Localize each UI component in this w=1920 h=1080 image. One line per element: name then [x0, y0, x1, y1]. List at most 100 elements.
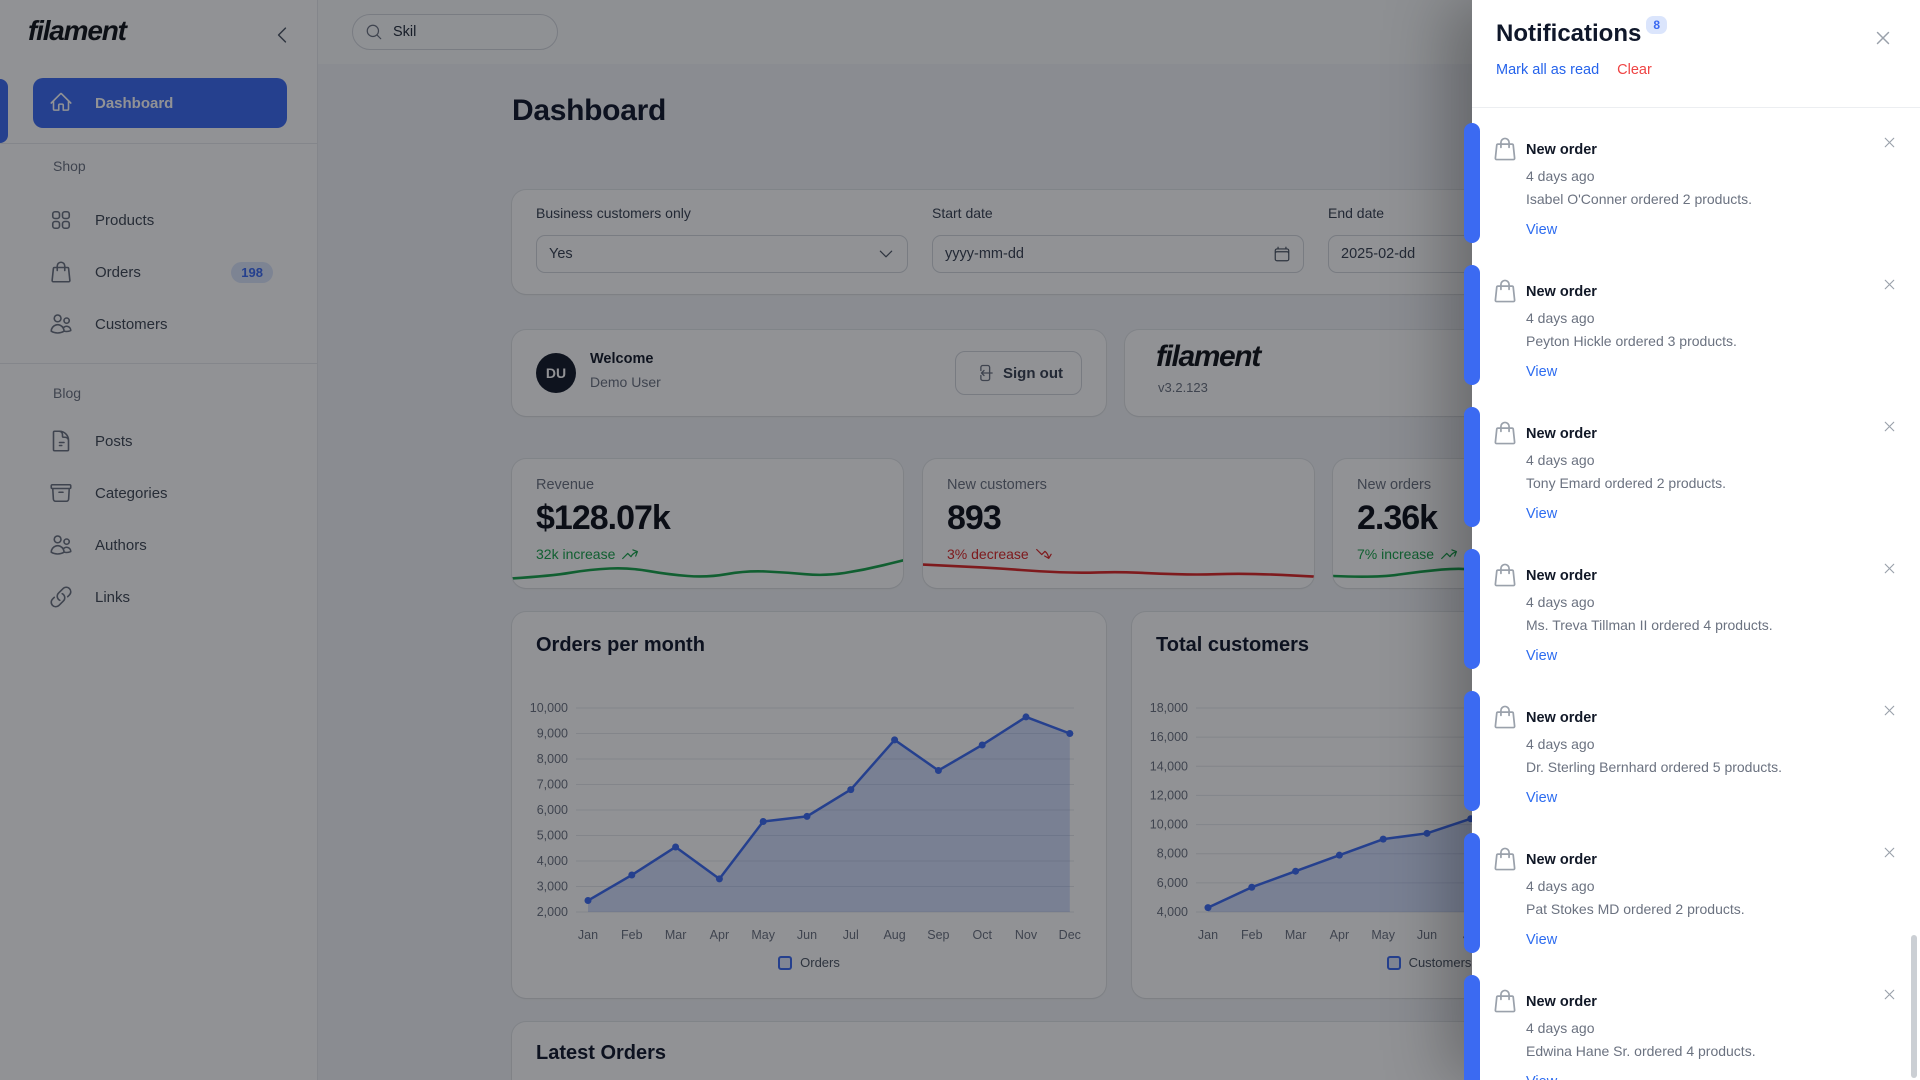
notification-time: 4 days ago [1526, 878, 1595, 894]
sidebar-item-products[interactable]: Products [33, 198, 287, 242]
notification-time: 4 days ago [1526, 452, 1595, 468]
svg-text:Mar: Mar [1285, 928, 1307, 942]
svg-text:May: May [1371, 928, 1395, 942]
svg-text:Nov: Nov [1015, 928, 1038, 942]
svg-text:4,000: 4,000 [537, 854, 568, 868]
sidebar-item-customers[interactable]: Customers [33, 302, 287, 346]
sidebar: filament Dashboard Shop Products Orders 198… [0, 0, 318, 1080]
sidebar-collapse-button[interactable] [268, 22, 296, 50]
dismiss-notification-button[interactable] [1880, 134, 1898, 152]
svg-text:10,000: 10,000 [1150, 818, 1188, 832]
view-link[interactable]: View [1526, 932, 1558, 948]
trend-up-icon [1441, 549, 1458, 560]
shopping-bag-icon [1494, 421, 1516, 445]
welcome-widget: DU Welcome Demo User Sign out [512, 330, 1106, 416]
filament-version: v3.2.123 [1158, 380, 1208, 395]
legend-swatch [778, 955, 793, 970]
field-label: Start date [932, 205, 993, 221]
sidebar-item-label: Categories [95, 484, 168, 502]
shopping-bag-icon [1494, 989, 1516, 1013]
view-link[interactable]: View [1526, 506, 1558, 522]
notification-time: 4 days ago [1526, 1020, 1595, 1036]
sidebar-item-orders[interactable]: Orders 198 [33, 250, 287, 294]
notification-time: 4 days ago [1526, 594, 1595, 610]
orders-chart-widget: 10,000 9,000 8,000 7,000 6,000 5,000 4,000 3,00… [512, 612, 1106, 998]
notification-body: Isabel O'Conner ordered 2 products. [1526, 191, 1753, 207]
notification-item: New order 4 days ago Peyton Hickle ordered… [1464, 264, 1920, 406]
sidebar-item-links[interactable]: Links [33, 575, 287, 619]
sidebar-item-label: Authors [95, 536, 147, 554]
view-link[interactable]: View [1526, 1074, 1557, 1080]
stat-delta: 3% decrease [947, 545, 1053, 563]
close-icon [1876, 31, 1890, 44]
notification-item: New order 4 days ago Dr. Sterling Bernhard… [1464, 690, 1920, 832]
search-input[interactable]: Skil [352, 14, 558, 50]
search-icon [366, 24, 382, 40]
date-input[interactable]: yyyy-mm-dd [932, 235, 1304, 273]
view-link[interactable]: View [1526, 790, 1558, 806]
dismiss-notification-button[interactable] [1880, 560, 1898, 578]
scrollbar-thumb[interactable] [1911, 935, 1917, 1078]
svg-text:Apr: Apr [1330, 928, 1349, 942]
clear-link[interactable]: Clear [1617, 62, 1652, 78]
stat-value: 893 [947, 499, 1002, 537]
dismiss-notification-button[interactable] [1880, 986, 1898, 1004]
stat-delta-text: 7% increase [1357, 546, 1435, 562]
stat-delta: 7% increase [1357, 545, 1458, 563]
svg-text:Jun: Jun [1417, 928, 1437, 942]
sidebar-item-authors[interactable]: Authors [33, 523, 287, 567]
notifications-title: Notifications [1496, 20, 1642, 47]
sidebar-item-dashboard[interactable]: Dashboard [33, 78, 287, 128]
view-link[interactable]: View [1526, 648, 1558, 664]
notification-body: Pat Stokes MD ordered 2 products. [1526, 901, 1745, 917]
sidebar-group-label: Blog [53, 385, 82, 401]
legend-customers[interactable]: Customers [1132, 955, 1726, 970]
dismiss-notification-button[interactable] [1880, 418, 1898, 436]
svg-text:Feb: Feb [621, 928, 643, 942]
sparkline [923, 563, 1314, 578]
dismiss-notification-button[interactable] [1880, 702, 1898, 720]
legend-label: Customers [1408, 955, 1472, 970]
mark-all-read-link[interactable]: Mark all as read [1496, 62, 1600, 78]
notification-time: 4 days ago [1526, 736, 1595, 752]
customers-chart: 18,000 16,000 14,000 12,000 10,000 8,000 6,000… [1132, 612, 1726, 998]
svg-text:6,000: 6,000 [537, 803, 568, 817]
sidebar-item-label: Posts [95, 432, 133, 450]
sidebar-item-label: Links [95, 588, 131, 606]
svg-text:Apr: Apr [710, 928, 729, 942]
sign-out-button[interactable]: Sign out [955, 351, 1082, 395]
unread-indicator [1464, 549, 1480, 669]
welcome-username: Demo User [590, 374, 661, 390]
sidebar-item-posts[interactable]: Posts [33, 419, 287, 463]
home-icon [50, 92, 72, 111]
notification-item: New order 4 days ago Tony Emard ordered 2 … [1464, 406, 1920, 548]
close-panel-button[interactable] [1870, 26, 1896, 52]
view-link[interactable]: View [1526, 364, 1558, 380]
users-icon [50, 314, 72, 334]
select-input[interactable]: Yes [536, 235, 908, 273]
sidebar-item-categories[interactable]: Categories [33, 471, 287, 515]
shopping-bag-icon [1494, 137, 1516, 161]
legend-orders[interactable]: Orders [512, 955, 1106, 970]
view-link[interactable]: View [1526, 222, 1558, 238]
sidebar-item-label: Products [95, 211, 155, 229]
shopping-bag-icon [1494, 705, 1516, 729]
calendar-icon [1274, 246, 1290, 262]
notifications-actions: Mark all as read Clear [1496, 62, 1652, 78]
notification-title: New order [1526, 142, 1597, 158]
notifications-header: Notifications 8 [1496, 16, 1668, 48]
dismiss-notification-button[interactable] [1880, 844, 1898, 862]
welcome-greeting: Welcome [590, 351, 654, 367]
svg-text:14,000: 14,000 [1150, 759, 1188, 773]
active-indicator [0, 79, 8, 143]
field-label: End date [1328, 205, 1385, 221]
dismiss-notification-button[interactable] [1880, 276, 1898, 294]
sidebar-item-label: Customers [95, 315, 168, 333]
svg-text:10,000: 10,000 [530, 701, 568, 715]
avatar: DU [536, 353, 576, 393]
trend-up-icon [622, 549, 639, 560]
sign-out-label: Sign out [1003, 364, 1063, 382]
stat-card-revenue: Revenue $128.07k 32k increase [512, 459, 903, 588]
filter-field-1: Start date yyyy-mm-dd [932, 190, 1304, 294]
chevron-down-icon [879, 250, 893, 258]
